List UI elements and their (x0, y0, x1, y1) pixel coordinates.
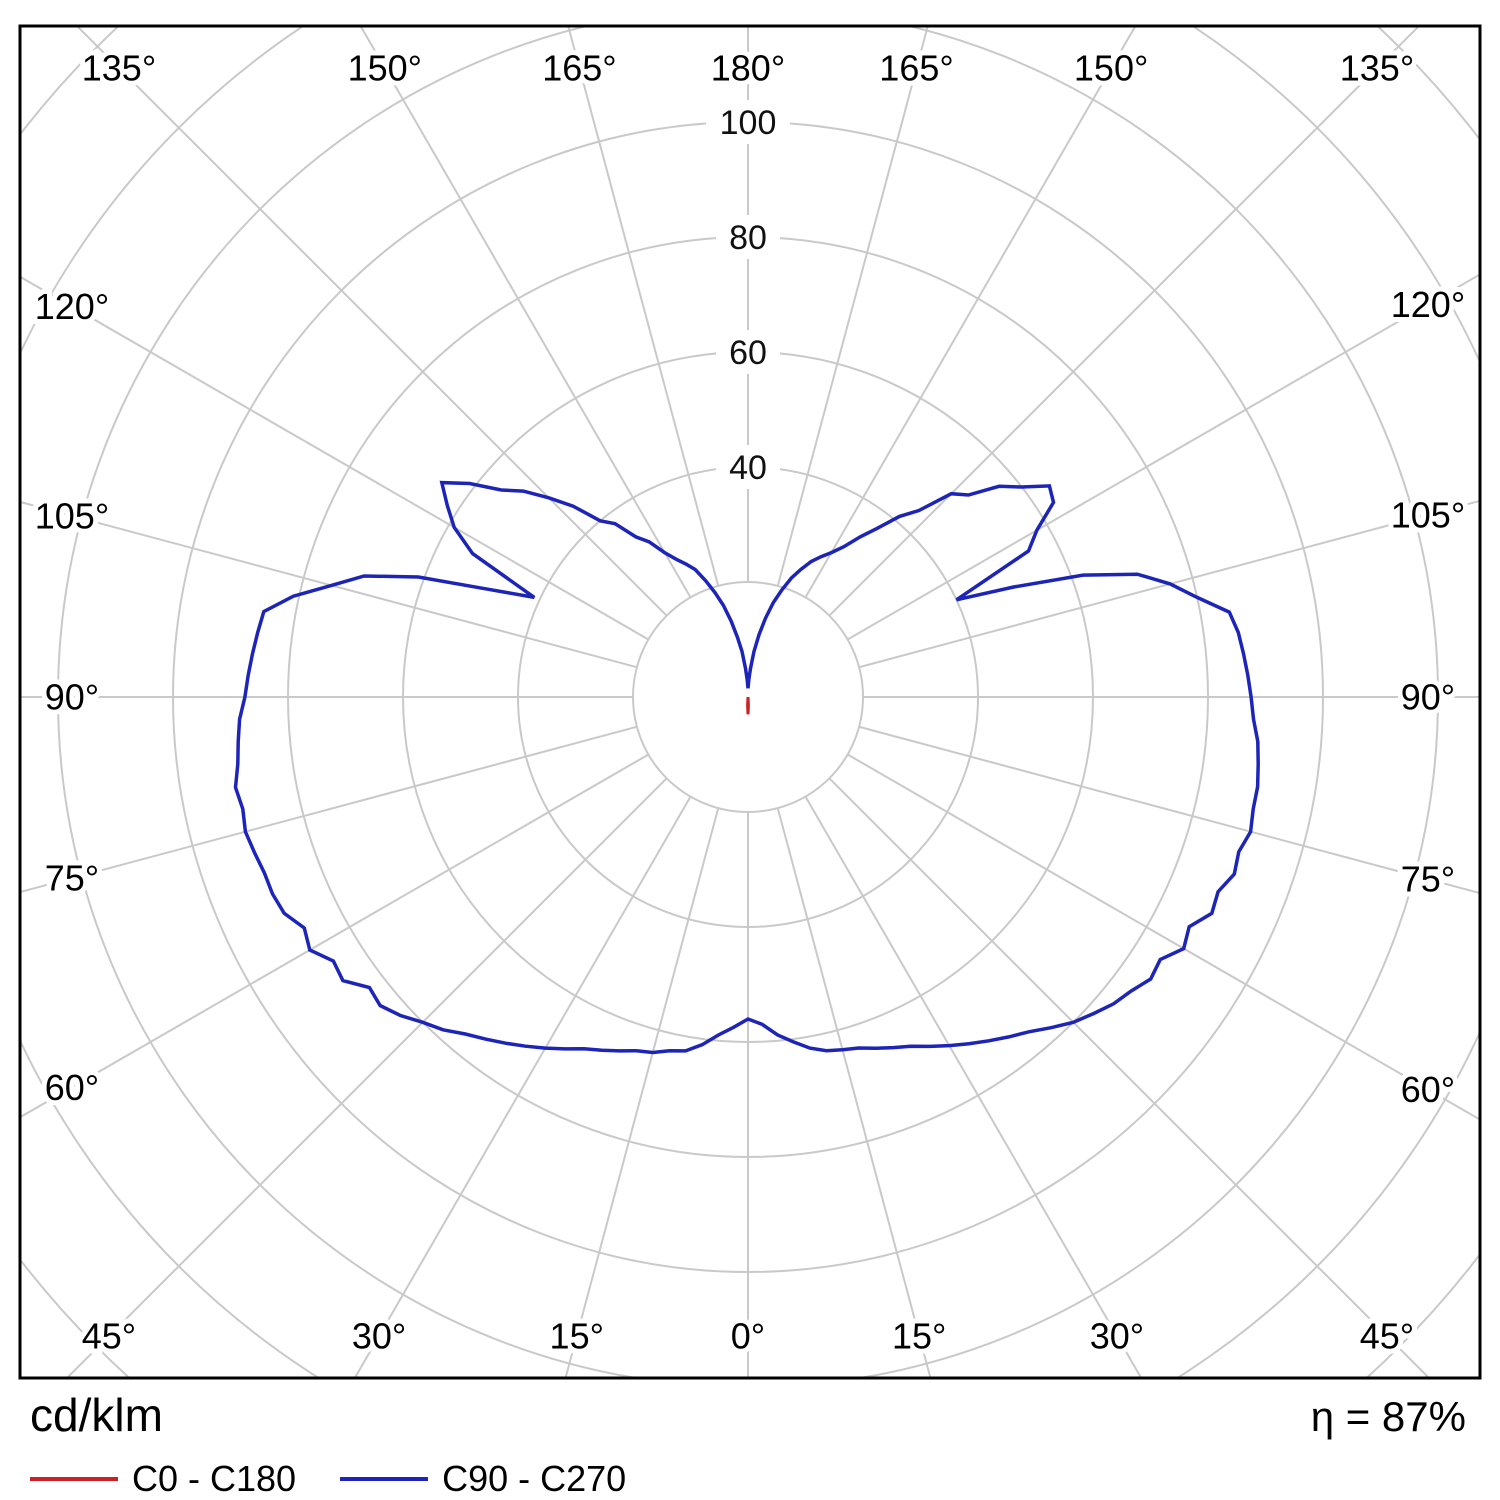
angle-label: 45° (1360, 1316, 1414, 1357)
angle-label: 90° (45, 677, 99, 718)
angle-label: 165° (542, 48, 616, 89)
units-label: cd/klm (30, 1389, 163, 1441)
legend-item-c90-c270: C90 - C270 (340, 1458, 626, 1500)
angle-label: 30° (1090, 1316, 1144, 1357)
legend-line-c90-c270 (340, 1477, 429, 1481)
legend-label-c0-c180: C0 - C180 (132, 1458, 297, 1499)
radial-tick-label: 60 (729, 334, 767, 372)
angle-label: 45° (82, 1316, 136, 1357)
legend: C0 - C180 C90 - C270 (0, 1442, 1500, 1500)
angle-label: 165° (879, 48, 953, 89)
angle-label: 15° (892, 1316, 946, 1357)
radial-tick-label: 100 (720, 104, 777, 142)
angle-label: 15° (550, 1316, 604, 1357)
chart-footer: cd/klm η = 87% C0 - C180 C90 - C270 (0, 1382, 1500, 1500)
angle-label: 0° (731, 1316, 765, 1357)
angle-label: 60° (1401, 1069, 1455, 1110)
angle-label: 135° (1340, 48, 1414, 89)
polar-grid: 40 60 80 100 (21, 27, 1479, 1377)
radial-tick-label: 40 (729, 449, 767, 487)
angle-label: 180° (711, 48, 785, 89)
radial-tick-label: 80 (729, 219, 767, 257)
angle-label: 120° (35, 286, 109, 327)
angle-label: 150° (348, 48, 422, 89)
polar-chart: 40 60 80 100 0° 15° 15° 30° 30° 45° 45° 60° 60° 75° 75… (18, 24, 1482, 1380)
legend-item-c0-c180: C0 - C180 (30, 1458, 296, 1500)
angle-label: 105° (1391, 494, 1465, 535)
legend-line-c0-c180 (30, 1477, 118, 1481)
angle-label: 105° (35, 495, 109, 536)
angle-label: 75° (45, 858, 99, 899)
angle-label: 120° (1391, 284, 1465, 325)
curve-c0-c180 (746, 696, 750, 715)
angle-label: 135° (82, 48, 156, 89)
efficiency-label: η = 87% (1310, 1393, 1466, 1440)
angle-label: 90° (1401, 677, 1455, 718)
angle-label: 60° (45, 1067, 99, 1108)
angle-label: 75° (1401, 859, 1455, 900)
footer-top-row: cd/klm η = 87% (0, 1382, 1500, 1442)
legend-label-c90-c270: C90 - C270 (442, 1458, 627, 1499)
angle-label: 30° (352, 1316, 406, 1357)
angle-label: 150° (1074, 48, 1148, 89)
curve-c90-c270 (233, 480, 1260, 1055)
